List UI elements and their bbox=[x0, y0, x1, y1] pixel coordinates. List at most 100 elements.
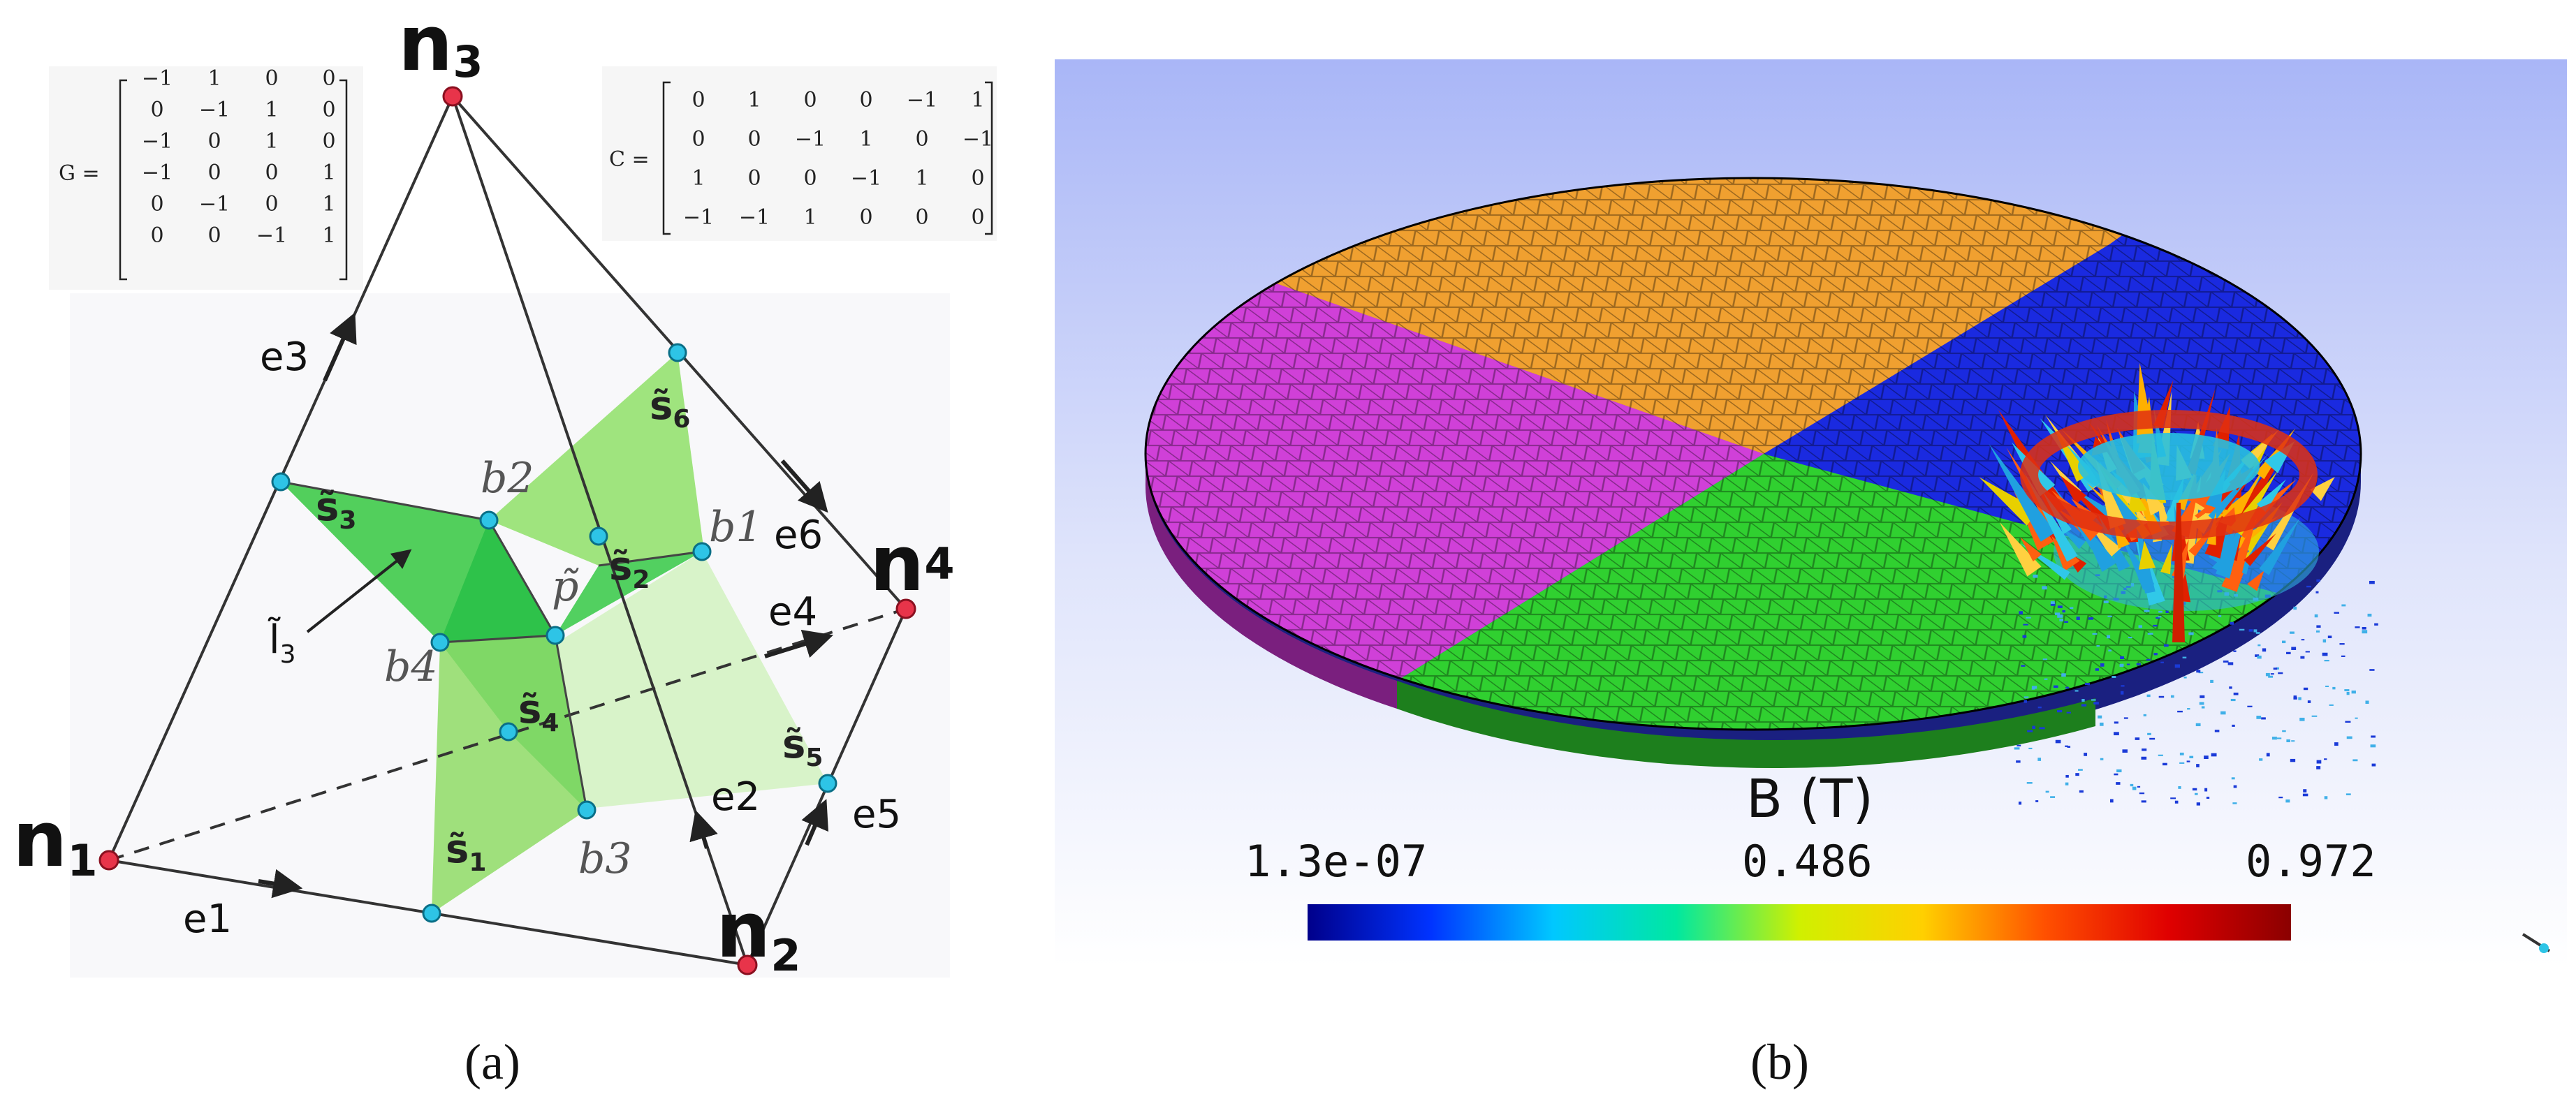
dual-line-s3-edge bbox=[280, 480, 490, 522]
scatter-dot bbox=[2188, 632, 2194, 635]
scatter-dot bbox=[2278, 672, 2283, 674]
scatter-dot bbox=[2016, 760, 2021, 763]
scatter-dot bbox=[2352, 759, 2358, 762]
scatter-dot bbox=[2075, 773, 2079, 776]
scatter-dot bbox=[2042, 658, 2048, 661]
point-b2 bbox=[479, 510, 499, 530]
scatter-dot bbox=[2265, 672, 2270, 677]
scatter-dot bbox=[2143, 714, 2146, 716]
scatter-dot bbox=[2050, 796, 2056, 798]
scatter-dot bbox=[2211, 753, 2217, 757]
edge-labels: e3 e6 e4 e1 e2 e5 bbox=[183, 334, 901, 942]
scatter-dot bbox=[2303, 687, 2308, 691]
disc-side-left bbox=[1145, 454, 1397, 709]
scatter-dot bbox=[2096, 645, 2100, 647]
node-n3 bbox=[442, 86, 463, 107]
scatter-dot bbox=[2204, 755, 2209, 760]
scatter-dot bbox=[2351, 690, 2356, 694]
scatter-dot bbox=[2339, 643, 2345, 645]
scatter-dot bbox=[2273, 668, 2278, 670]
matrix-c-cell: −1 bbox=[963, 127, 993, 152]
disc-outline bbox=[1144, 177, 2362, 731]
matrix-g-cell: 1 bbox=[207, 66, 221, 91]
scatter-dot bbox=[2027, 730, 2033, 732]
point-s1-edge bbox=[422, 904, 441, 923]
colorbar-title: B (T) bbox=[1746, 767, 1873, 830]
scatter-dot bbox=[2120, 656, 2124, 660]
scatter-dot bbox=[2182, 656, 2187, 658]
scatter-dot bbox=[2066, 711, 2071, 714]
scatter-dot bbox=[2365, 700, 2369, 705]
point-label-b2: b2 bbox=[481, 454, 534, 503]
vector-burst-ring bbox=[2020, 410, 2318, 540]
scatter-dot bbox=[2147, 732, 2151, 735]
matrix-c-cell: −1 bbox=[683, 205, 714, 230]
scatter-dot bbox=[2196, 764, 2200, 767]
scatter-dot bbox=[2141, 756, 2147, 760]
scatter-dot bbox=[2053, 685, 2058, 688]
matrix-g-cell: 1 bbox=[322, 223, 335, 248]
scatter-dot bbox=[2316, 766, 2321, 769]
scatter-dot bbox=[2050, 601, 2055, 604]
scatter-dot bbox=[2248, 629, 2253, 632]
point-s4-edge bbox=[499, 722, 518, 742]
scatter-dot bbox=[2050, 603, 2056, 606]
matrix-g-name: G = bbox=[59, 161, 100, 186]
scatter-dot bbox=[2291, 647, 2297, 650]
matrix-c-cell: 0 bbox=[691, 127, 705, 152]
scatter-dot bbox=[2355, 626, 2360, 628]
panel-a: G = −1 1 0 0 0 −1 1 0 −1 0 1 0 −1 0 0 1 0 −1 0 1 0 0 −1 1 C = 0… bbox=[13, 0, 997, 1090]
scatter-dot bbox=[2362, 630, 2368, 634]
edge-label-e2: e2 bbox=[711, 774, 760, 820]
scatter-dot bbox=[2278, 796, 2283, 799]
dual-line-p-b3 bbox=[554, 635, 588, 811]
scatter-dot bbox=[2158, 695, 2165, 698]
node-n4 bbox=[895, 598, 916, 619]
matrix-c-cell: −1 bbox=[907, 88, 937, 112]
edge-label-e4: e4 bbox=[768, 589, 817, 635]
vector-spike bbox=[2230, 515, 2281, 552]
scatter-dot bbox=[2061, 673, 2066, 677]
scatter-dot bbox=[2162, 762, 2167, 766]
vector-spike bbox=[2060, 475, 2086, 505]
scatter-dot bbox=[2316, 760, 2322, 764]
face-label-s3: s̃3 bbox=[316, 485, 356, 535]
scatter-dot bbox=[2344, 689, 2350, 691]
scatter-dot bbox=[2257, 644, 2261, 647]
scatter-dot bbox=[2156, 617, 2160, 619]
edge-label-e3: e3 bbox=[260, 334, 309, 380]
scatter-dot bbox=[2121, 685, 2125, 687]
matrix-g-cell: 0 bbox=[322, 129, 335, 154]
scatter-dot bbox=[2332, 686, 2336, 690]
scatter-dot bbox=[2093, 702, 2099, 705]
vector-spike bbox=[2256, 479, 2286, 512]
matrix-c-name: C = bbox=[609, 147, 650, 172]
matrix-g-cell: −1 bbox=[142, 161, 173, 185]
matrix-g-cells: −1 1 0 0 0 −1 1 0 −1 0 1 0 −1 0 0 1 0 −1 0 1 0 0 −1 1 bbox=[142, 66, 336, 248]
scatter-dot bbox=[2262, 648, 2267, 652]
matrix-c-cell: 0 bbox=[747, 166, 761, 191]
scatter-dot bbox=[2092, 633, 2098, 635]
scatter-dot bbox=[2286, 739, 2290, 742]
scatter-dot bbox=[2100, 722, 2104, 726]
scatter-dot bbox=[2255, 632, 2260, 634]
scatter-dot bbox=[2122, 749, 2128, 753]
vector-spike bbox=[2020, 537, 2042, 562]
scatter-dot bbox=[2021, 665, 2026, 667]
scatter-dot bbox=[2214, 730, 2220, 732]
disc-side-mid bbox=[1397, 681, 2095, 768]
scatter-dot bbox=[2303, 789, 2307, 792]
scatter-dot bbox=[2257, 655, 2262, 659]
scatter-dot bbox=[2192, 788, 2197, 791]
scatter-dot bbox=[2098, 715, 2102, 718]
face-s4 bbox=[440, 635, 587, 810]
arrow-e2 bbox=[689, 809, 718, 849]
dual-line-p-b1 bbox=[598, 550, 703, 567]
matrix-g-cell: 0 bbox=[265, 66, 278, 91]
scatter-dot bbox=[2179, 762, 2185, 764]
scatter-dot bbox=[2187, 708, 2190, 710]
scatter-dot bbox=[2062, 610, 2065, 613]
scatter-dot bbox=[2371, 735, 2376, 738]
vector-spike bbox=[2244, 533, 2276, 566]
matrix-c-cell: −1 bbox=[851, 166, 881, 191]
